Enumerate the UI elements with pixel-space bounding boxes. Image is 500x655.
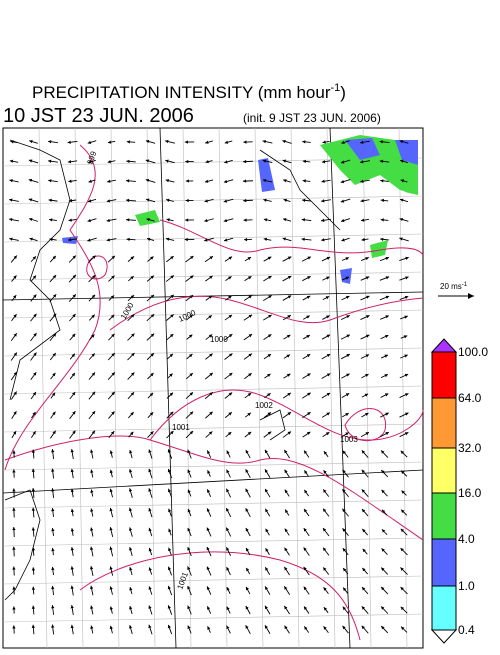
- title-exponent: -1: [330, 82, 340, 94]
- title-close: ): [340, 83, 346, 102]
- title-text: PRECIPITATION INTENSITY (mm hour: [32, 83, 331, 102]
- color-band: [432, 352, 456, 398]
- colorbar-label: 16.0: [458, 486, 482, 500]
- map: 999 1000 1000 1001 1002 1003 1001 1000: [3, 128, 423, 648]
- isobar-label: 1002: [255, 401, 273, 410]
- color-band: [432, 586, 456, 630]
- title: PRECIPITATION INTENSITY (mm hour-1): [32, 82, 346, 102]
- color-band: [432, 539, 456, 586]
- isobar-label: 1003: [340, 435, 358, 444]
- isobar-label: 1000: [210, 335, 228, 344]
- wind-scale-text: 20 ms: [440, 282, 462, 291]
- colorbar-label: 32.0: [458, 441, 482, 455]
- color-band: [432, 448, 456, 493]
- under-triangle: [432, 630, 456, 643]
- wind-scale: 20 ms-1: [438, 282, 474, 299]
- colorbar-label: 1.0: [458, 579, 475, 593]
- color-band: [432, 493, 456, 539]
- colorbar-label: 100.0: [458, 345, 488, 359]
- wind-scale-exponent: -1: [462, 282, 468, 288]
- color-band: [432, 398, 456, 448]
- wind-scale-label: 20 ms-1: [440, 282, 468, 291]
- colorbar-label: 0.4: [458, 623, 475, 637]
- init-time: (init. 9 JST 23 JUN. 2006): [243, 111, 381, 125]
- colorbar-label: 4.0: [458, 532, 475, 546]
- colorbar: 100.0 64.0 32.0 16.0 4.0 1.0 0.4: [432, 339, 488, 643]
- valid-time: 10 JST 23 JUN. 2006: [3, 105, 194, 127]
- over-triangle: [432, 339, 456, 352]
- wind-scale-head: [468, 293, 474, 299]
- isobar-label: 1001: [172, 423, 190, 432]
- map-frame: [3, 128, 423, 648]
- colorbar-label: 64.0: [458, 391, 482, 405]
